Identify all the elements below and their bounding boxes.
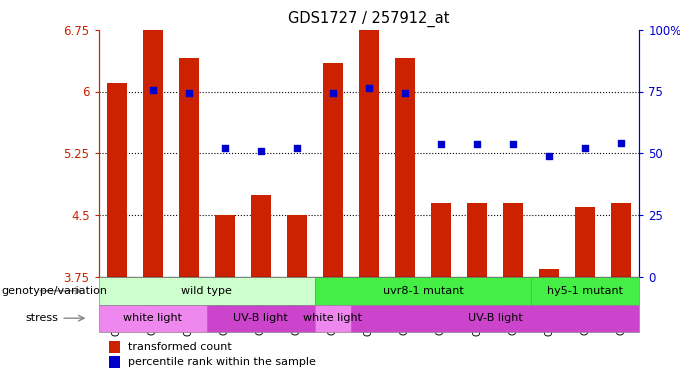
Text: stress: stress (26, 313, 58, 323)
Bar (143, 30, 163, 277)
Bar (611, 203, 631, 277)
Text: percentile rank within the sample: percentile rank within the sample (129, 357, 316, 367)
Bar (99, 277, 315, 304)
Bar (467, 203, 487, 277)
Point (255, 148, 266, 154)
Point (219, 146, 230, 152)
Bar (323, 63, 343, 277)
Bar (207, 304, 315, 332)
Bar (575, 207, 595, 277)
Bar (109, 356, 120, 368)
Bar (315, 277, 531, 304)
Bar (215, 215, 235, 277)
Bar (287, 215, 307, 277)
Point (399, 90, 410, 96)
Point (327, 90, 338, 96)
Text: white light: white light (123, 313, 182, 323)
Point (579, 146, 590, 152)
Text: UV-B light: UV-B light (468, 313, 522, 323)
Point (183, 90, 194, 96)
Bar (99, 304, 207, 332)
Bar (531, 277, 639, 304)
Bar (107, 83, 126, 277)
Bar (359, 30, 379, 277)
Bar (179, 58, 199, 277)
Text: transformed count: transformed count (129, 342, 232, 352)
Bar (395, 58, 415, 277)
Bar (251, 195, 271, 277)
Point (471, 141, 482, 147)
Bar (109, 341, 120, 352)
Text: uvr8-1 mutant: uvr8-1 mutant (383, 286, 463, 296)
Bar (503, 203, 523, 277)
Bar (431, 203, 451, 277)
Bar (315, 304, 351, 332)
Point (507, 141, 518, 147)
Text: hy5-1 mutant: hy5-1 mutant (547, 286, 623, 296)
Title: GDS1727 / 257912_at: GDS1727 / 257912_at (288, 10, 449, 27)
Text: UV-B light: UV-B light (233, 313, 288, 323)
Point (291, 146, 302, 152)
Text: white light: white light (303, 313, 362, 323)
Bar (351, 304, 639, 332)
Text: genotype/variation: genotype/variation (1, 286, 107, 296)
Point (543, 153, 554, 159)
Point (615, 140, 626, 146)
Text: wild type: wild type (182, 286, 232, 296)
Bar (539, 269, 559, 277)
Point (147, 87, 158, 93)
Point (363, 85, 374, 91)
Point (435, 141, 446, 147)
